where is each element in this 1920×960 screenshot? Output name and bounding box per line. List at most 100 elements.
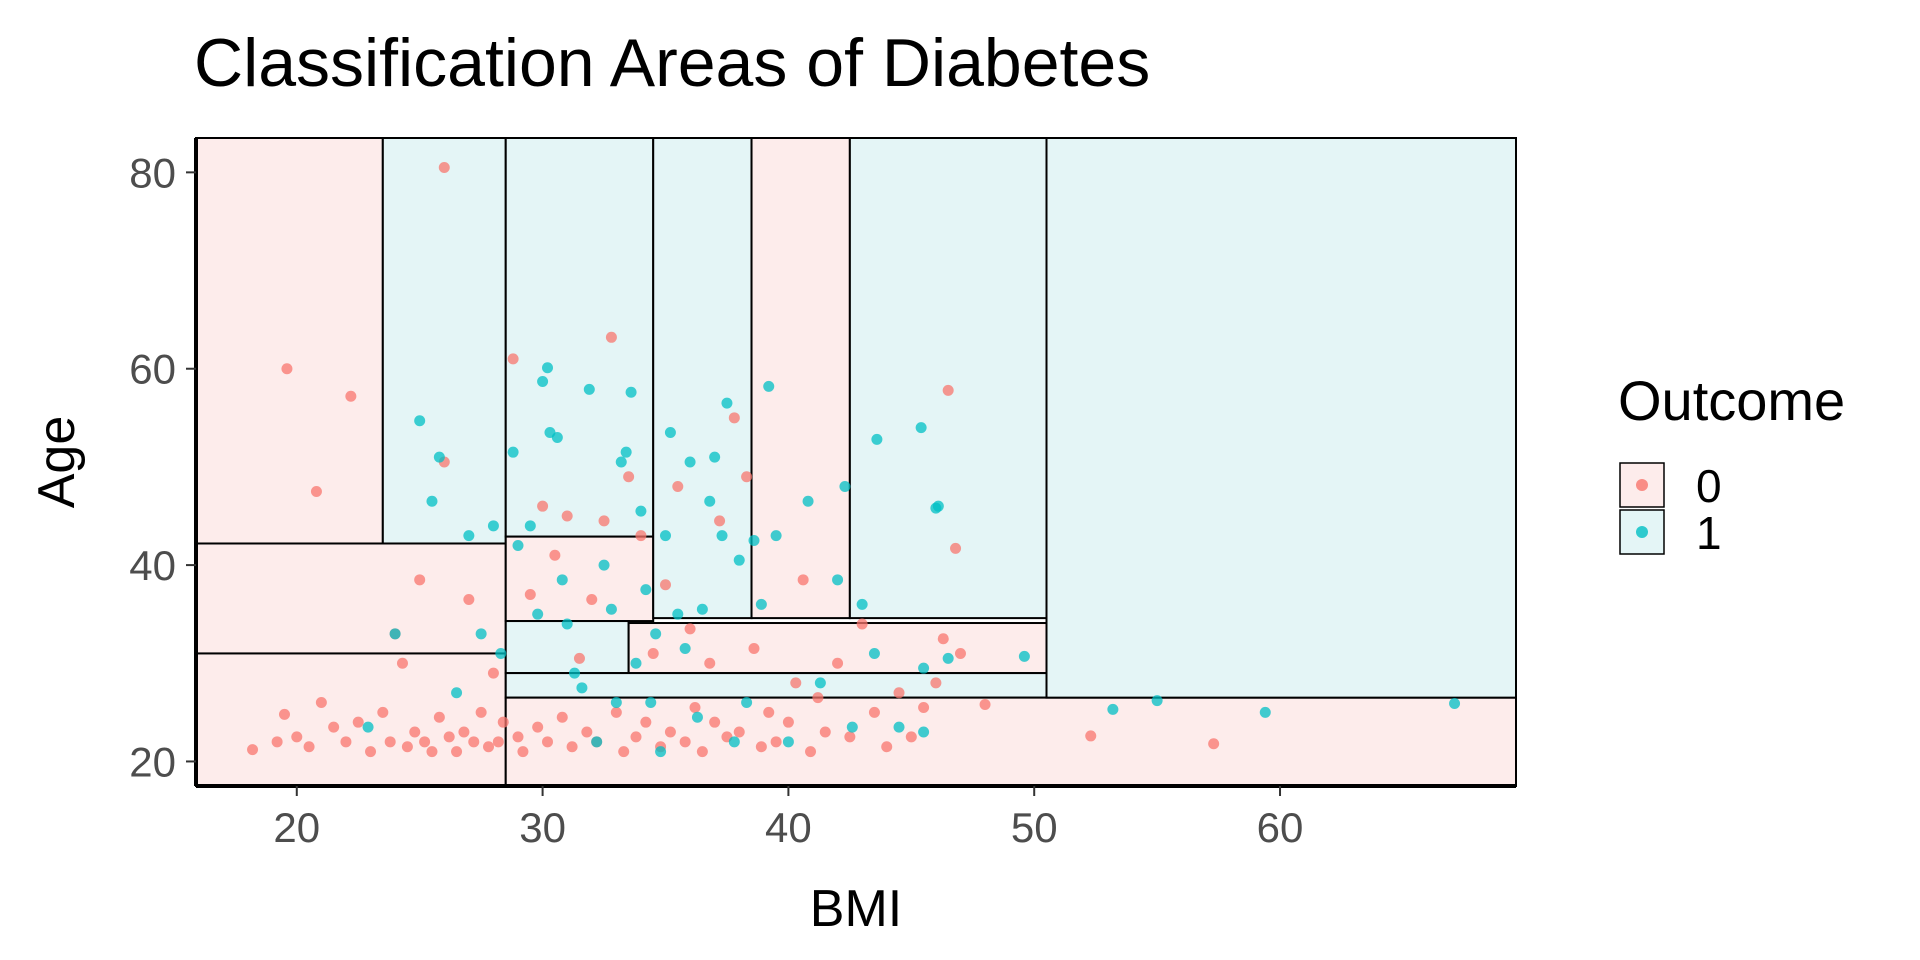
point-class-1-64 (915, 422, 927, 434)
point-class-0-94 (942, 384, 954, 396)
point-class-0-45 (566, 741, 578, 753)
point-class-1-7 (475, 628, 487, 640)
point-class-1-38 (672, 608, 684, 620)
point-class-1-6 (463, 530, 475, 542)
point-class-0-28 (463, 593, 475, 605)
point-class-1-50 (748, 535, 760, 547)
point-class-1-18 (556, 574, 568, 586)
point-class-1-53 (770, 530, 782, 542)
x-tick-label-50: 50 (1011, 804, 1058, 851)
point-class-0-89 (893, 687, 905, 699)
point-class-1-40 (684, 456, 696, 468)
point-class-1-66 (918, 662, 930, 674)
point-class-1-61 (868, 647, 880, 659)
point-class-1-62 (871, 433, 883, 445)
point-class-0-41 (542, 736, 554, 748)
point-class-0-38 (524, 589, 536, 601)
point-class-1-52 (763, 380, 775, 392)
point-class-0-2 (278, 708, 290, 720)
point-class-1-57 (832, 574, 844, 586)
point-class-0-87 (868, 706, 880, 718)
region-7-class-0 (750, 137, 851, 620)
legend-label-0: 0 (1696, 460, 1722, 512)
point-class-0-30 (475, 706, 487, 718)
point-class-1-14 (537, 375, 549, 387)
point-class-0-78 (782, 716, 794, 728)
point-class-0-95 (950, 542, 962, 554)
region-8-class-1 (848, 137, 1048, 620)
point-class-1-48 (733, 554, 745, 566)
point-class-1-26 (610, 697, 622, 709)
point-class-0-25 (443, 731, 455, 743)
point-class-0-68 (709, 716, 721, 728)
region-13-class-1 (1045, 137, 1517, 699)
point-class-0-48 (586, 593, 598, 605)
point-class-0-44 (561, 510, 573, 522)
point-class-0-11 (352, 716, 364, 728)
point-class-0-55 (630, 731, 642, 743)
region-12-class-0 (504, 696, 1518, 787)
point-class-1-65 (918, 726, 930, 738)
point-class-1-0 (362, 721, 374, 733)
point-class-0-21 (426, 746, 438, 758)
point-class-0-19 (414, 574, 426, 586)
point-class-0-76 (763, 706, 775, 718)
point-class-0-51 (605, 331, 617, 343)
point-class-1-30 (630, 657, 642, 669)
region-6-class-1 (652, 137, 753, 620)
point-class-0-8 (328, 721, 340, 733)
point-class-0-20 (419, 736, 431, 748)
point-class-0-56 (635, 530, 647, 542)
point-class-0-73 (741, 471, 753, 483)
point-class-0-64 (684, 623, 696, 635)
point-class-0-62 (672, 481, 684, 493)
point-class-1-46 (721, 397, 733, 409)
point-class-1-10 (507, 446, 519, 458)
point-class-0-96 (954, 647, 966, 659)
point-class-0-35 (507, 353, 519, 365)
point-class-0-18 (409, 726, 421, 738)
point-class-0-92 (930, 677, 942, 689)
point-class-0-4 (291, 731, 303, 743)
point-class-0-36 (512, 731, 524, 743)
point-class-0-6 (310, 485, 322, 497)
point-class-0-91 (918, 701, 930, 713)
point-class-1-9 (495, 647, 507, 659)
y-axis-title: Age (28, 416, 86, 509)
point-class-1-17 (551, 431, 563, 443)
point-class-1-5 (451, 687, 463, 699)
point-class-0-1 (271, 736, 283, 748)
point-class-0-47 (581, 726, 593, 738)
point-class-0-61 (664, 726, 676, 738)
point-class-0-40 (537, 500, 549, 512)
x-tick-label-30: 30 (519, 804, 566, 851)
data-points (247, 161, 1461, 758)
point-class-1-31 (635, 505, 647, 517)
point-class-1-51 (755, 598, 767, 610)
point-class-1-2 (414, 415, 426, 427)
point-class-1-33 (645, 697, 657, 709)
point-class-1-27 (615, 456, 627, 468)
legend-label-1: 1 (1696, 507, 1722, 559)
point-class-0-63 (679, 736, 691, 748)
point-class-1-11 (512, 539, 524, 551)
point-class-0-46 (573, 652, 585, 664)
chart-title: Classification Areas of Diabetes (194, 25, 1150, 101)
point-class-1-68 (932, 500, 944, 512)
point-class-0-34 (497, 716, 509, 728)
point-class-1-41 (691, 711, 703, 723)
point-class-1-56 (814, 677, 826, 689)
point-class-0-69 (714, 515, 726, 527)
point-class-1-42 (696, 603, 708, 615)
point-class-1-32 (640, 584, 652, 596)
point-class-1-69 (942, 652, 954, 664)
point-class-0-60 (659, 579, 671, 591)
point-class-0-3 (281, 363, 293, 375)
point-class-1-20 (569, 667, 581, 679)
y-tick-label-80: 80 (129, 149, 176, 196)
point-class-0-72 (733, 726, 745, 738)
point-class-1-59 (846, 721, 858, 733)
point-class-0-52 (610, 706, 622, 718)
point-class-1-1 (389, 628, 401, 640)
